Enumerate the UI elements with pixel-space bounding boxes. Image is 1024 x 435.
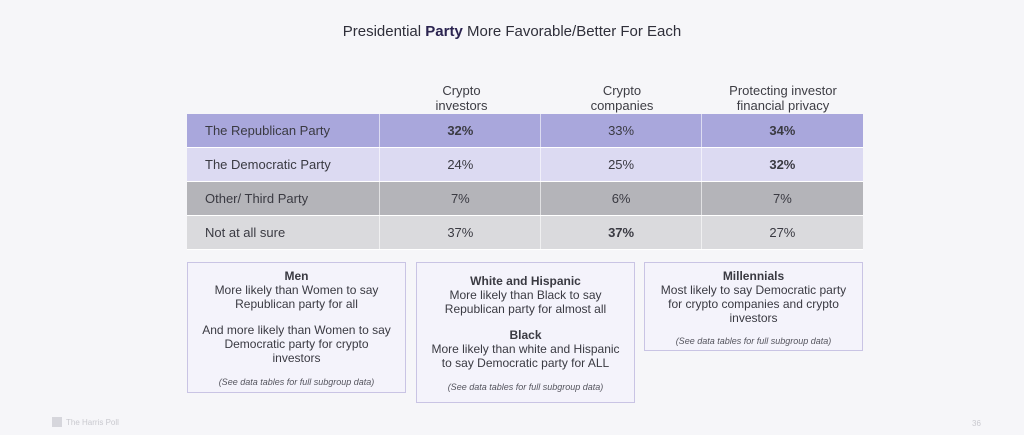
table-row: Other/ Third Party 7% 6% 7% xyxy=(187,182,863,216)
note-heading: White and Hispanic xyxy=(470,274,581,288)
harris-poll-logo: The Harris Poll xyxy=(52,417,119,427)
table-row: Not at all sure 37% 37% 27% xyxy=(187,216,863,250)
row-label: The Republican Party xyxy=(205,123,331,138)
page-number: 36 xyxy=(972,419,981,428)
table-cell: 33% xyxy=(540,114,700,147)
row-label: Other/ Third Party xyxy=(205,191,309,206)
note-source: (See data tables for full subgroup data) xyxy=(675,336,832,346)
table-cell: 24% xyxy=(379,148,540,181)
note-men: Men More likely than Women to say Republ… xyxy=(187,262,406,393)
table-cell: 6% xyxy=(540,182,700,215)
row-label: The Democratic Party xyxy=(205,157,331,172)
table-cell: 7% xyxy=(700,182,863,215)
note-source: (See data tables for full subgroup data) xyxy=(218,377,375,387)
table-cell: 32% xyxy=(379,114,540,147)
column-header-investor-privacy: Protecting investor financial privacy xyxy=(729,83,837,113)
page-title: Presidential Party More Favorable/Better… xyxy=(342,23,682,40)
table-cell: 27% xyxy=(700,216,863,249)
note-heading: Millennials xyxy=(722,269,785,283)
party-table: The Republican Party 32% 33% 34% The Dem… xyxy=(187,114,863,250)
column-header-crypto-investors: Crypto investors xyxy=(435,83,488,113)
table-cell: 37% xyxy=(540,216,700,249)
note-source: (See data tables for full subgroup data) xyxy=(447,382,604,392)
column-header-crypto-companies: Crypto companies xyxy=(590,83,654,113)
row-label: Not at all sure xyxy=(205,225,286,240)
logo-icon xyxy=(52,417,62,427)
table-cell: 25% xyxy=(540,148,700,181)
note-heading-black: Black xyxy=(509,328,542,342)
table-cell: 37% xyxy=(379,216,540,249)
table-cell: 32% xyxy=(700,148,863,181)
table-cell: 7% xyxy=(379,182,540,215)
table-row: The Democratic Party 24% 25% 32% xyxy=(187,148,863,182)
table-row: The Republican Party 32% 33% 34% xyxy=(187,114,863,148)
table-cell: 34% xyxy=(700,114,863,147)
note-white-hispanic: White and Hispanic More likely than Blac… xyxy=(416,262,635,403)
title-bold-word: Party xyxy=(425,23,463,40)
note-heading: Men xyxy=(284,269,309,283)
note-millennials: Millennials Most likely to say Democrati… xyxy=(644,262,863,351)
